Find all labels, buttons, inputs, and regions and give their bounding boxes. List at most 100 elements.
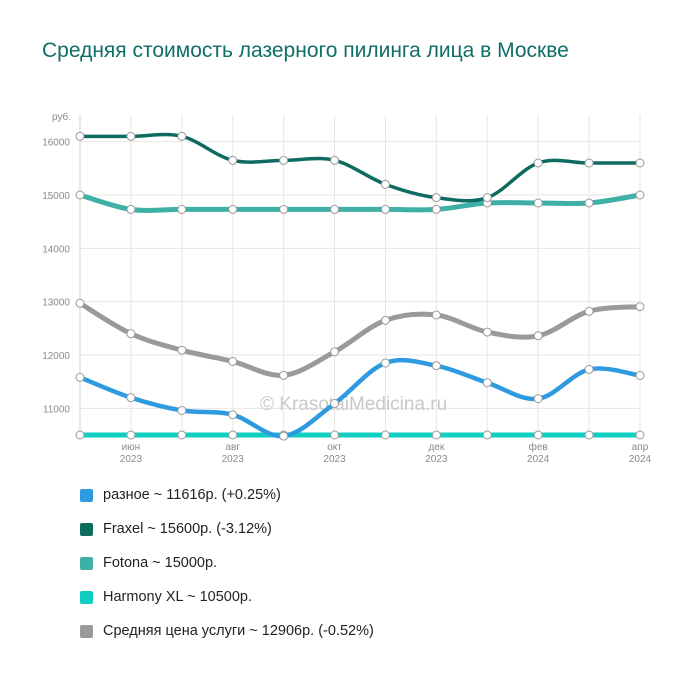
data-point[interactable]	[228, 430, 238, 440]
y-tick-label: 16000	[42, 138, 70, 149]
y-axis-ticks: 11000 12000 13000 14000 15000 16000	[42, 138, 70, 416]
x-tick-month: дек	[428, 442, 444, 453]
data-point[interactable]	[228, 356, 238, 366]
data-point[interactable]	[584, 306, 594, 316]
data-point[interactable]	[533, 198, 543, 208]
data-point[interactable]	[126, 204, 136, 214]
data-point[interactable]	[533, 158, 543, 168]
legend-label: Fraxel ~ 15600р. (-3.12%)	[103, 521, 272, 537]
series-line	[77, 300, 643, 378]
data-point[interactable]	[380, 204, 390, 214]
x-tick-year: 2023	[120, 454, 143, 465]
data-point[interactable]	[126, 131, 136, 141]
y-tick-label: 15000	[42, 191, 70, 202]
data-point[interactable]	[75, 430, 85, 440]
y-axis-unit: руб.	[52, 111, 71, 123]
data-point[interactable]	[533, 394, 543, 404]
series-Harmony XL	[75, 430, 645, 440]
legend-swatch	[80, 522, 93, 536]
data-point[interactable]	[279, 370, 289, 380]
grid	[79, 115, 641, 436]
series-разное	[75, 357, 645, 441]
data-point[interactable]	[126, 430, 136, 440]
chart-title: Средняя стоимость лазерного пилинга лица…	[42, 39, 569, 62]
data-point[interactable]	[482, 193, 492, 203]
data-point[interactable]	[635, 190, 645, 200]
x-tick-year: 2023	[222, 454, 245, 465]
data-point[interactable]	[330, 430, 340, 440]
data-point[interactable]	[482, 430, 492, 440]
x-tick-year: 2024	[629, 454, 652, 465]
legend-item[interactable]: Fraxel ~ 15600р. (-3.12%)	[80, 512, 374, 546]
data-point[interactable]	[330, 347, 340, 357]
data-point[interactable]	[380, 179, 390, 189]
legend-item[interactable]: разное ~ 11616р. (+0.25%)	[80, 478, 374, 512]
data-point[interactable]	[635, 370, 645, 380]
data-point[interactable]	[584, 430, 594, 440]
data-point[interactable]	[330, 204, 340, 214]
legend: разное ~ 11616р. (+0.25%) Fraxel ~ 15600р…	[80, 478, 374, 648]
series-Fraxel	[75, 131, 645, 203]
data-point[interactable]	[482, 378, 492, 388]
data-point[interactable]	[635, 158, 645, 168]
data-point[interactable]	[431, 310, 441, 320]
data-point[interactable]	[279, 431, 289, 441]
data-point[interactable]	[584, 198, 594, 208]
data-point[interactable]	[431, 193, 441, 203]
data-point[interactable]	[177, 405, 187, 415]
data-point[interactable]	[431, 204, 441, 214]
y-tick-label: 14000	[42, 244, 70, 255]
data-point[interactable]	[126, 329, 136, 339]
data-point[interactable]	[177, 430, 187, 440]
data-point[interactable]	[75, 298, 85, 308]
data-point[interactable]	[431, 430, 441, 440]
legend-label: Средняя цена услуги ~ 12906р. (-0.52%)	[103, 623, 374, 639]
data-point[interactable]	[75, 190, 85, 200]
data-point[interactable]	[330, 155, 340, 165]
data-point[interactable]	[279, 204, 289, 214]
data-point[interactable]	[330, 399, 340, 409]
data-point[interactable]	[584, 158, 594, 168]
y-tick-label: 11000	[43, 404, 71, 415]
legend-label: Harmony XL ~ 10500р.	[103, 589, 252, 605]
legend-item[interactable]: Fotona ~ 15000р.	[80, 546, 374, 580]
data-point[interactable]	[380, 358, 390, 368]
data-point[interactable]	[482, 327, 492, 337]
data-point[interactable]	[75, 131, 85, 141]
series-line	[77, 192, 643, 213]
x-axis-ticks: июн2023авг2023окт2023дек2023фев2024апр20…	[120, 441, 652, 465]
data-point[interactable]	[126, 393, 136, 403]
legend-label: Fotona ~ 15000р.	[103, 555, 218, 571]
x-tick-month: июн	[122, 442, 141, 453]
data-point[interactable]	[228, 204, 238, 214]
legend-item[interactable]: Harmony XL ~ 10500р.	[80, 580, 374, 614]
legend-item[interactable]: Средняя цена услуги ~ 12906р. (-0.52%)	[80, 614, 374, 648]
series-Fotona	[75, 190, 645, 214]
data-point[interactable]	[279, 155, 289, 165]
data-point[interactable]	[533, 430, 543, 440]
legend-swatch	[80, 624, 93, 638]
data-point[interactable]	[635, 302, 645, 312]
x-tick-month: окт	[327, 442, 342, 453]
y-tick-label: 13000	[42, 298, 70, 309]
data-point[interactable]	[177, 345, 187, 355]
legend-swatch	[80, 590, 93, 604]
x-tick-year: 2023	[323, 454, 346, 465]
data-point[interactable]	[380, 430, 390, 440]
data-point[interactable]	[380, 315, 390, 325]
y-tick-label: 12000	[42, 351, 70, 362]
data-point[interactable]	[75, 372, 85, 382]
x-tick-month: апр	[632, 442, 649, 453]
data-point[interactable]	[431, 361, 441, 371]
watermark: © KrasotaiMedicina.ru	[260, 394, 447, 415]
data-point[interactable]	[228, 410, 238, 420]
data-point[interactable]	[177, 131, 187, 141]
x-tick-year: 2024	[527, 454, 550, 465]
data-point[interactable]	[584, 364, 594, 374]
data-point[interactable]	[635, 430, 645, 440]
legend-swatch	[80, 488, 93, 502]
series-Средняя цена услуги	[75, 298, 645, 380]
data-point[interactable]	[228, 155, 238, 165]
data-point[interactable]	[177, 204, 187, 214]
data-point[interactable]	[533, 331, 543, 341]
